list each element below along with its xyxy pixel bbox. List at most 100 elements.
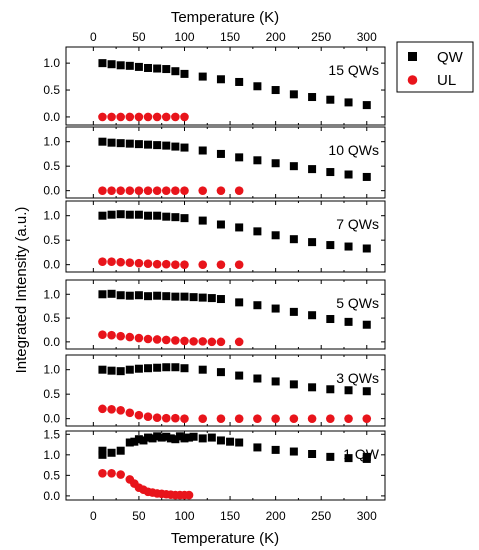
data-point-qw: [362, 320, 371, 329]
data-point-qw: [125, 61, 134, 70]
data-point-ul: [125, 112, 135, 122]
data-point-qw: [148, 434, 157, 443]
data-point-qw: [253, 156, 262, 165]
panel-frame: [65, 46, 386, 126]
data-point-qw: [171, 67, 180, 76]
y-tick-label: 0.5: [43, 387, 60, 401]
data-point-qw: [207, 294, 216, 303]
data-point-qw: [326, 95, 335, 104]
data-point-qw: [216, 149, 225, 158]
data-point-ul: [98, 112, 107, 122]
data-point-ul: [152, 259, 162, 269]
data-point-ul: [234, 260, 244, 269]
data-point-ul: [362, 414, 372, 423]
data-point-ul: [161, 112, 171, 122]
panel-label: 1 QW: [343, 446, 380, 462]
y-tick-label: 0.0: [43, 489, 60, 503]
data-point-ul: [116, 470, 125, 479]
y-tick-label: 1.0: [43, 363, 60, 377]
data-point-ul: [198, 337, 208, 346]
data-point-ul: [116, 331, 125, 341]
data-point-qw: [98, 450, 107, 459]
data-point-qw: [134, 364, 143, 373]
data-point-ul: [98, 404, 107, 414]
data-point-qw: [326, 452, 335, 461]
data-point-ul: [198, 414, 208, 423]
data-point-qw: [189, 432, 198, 441]
data-point-ul: [143, 186, 153, 195]
data-point-ul: [98, 186, 107, 195]
data-point-qw: [216, 75, 225, 84]
data-point-qw: [134, 435, 143, 444]
data-point-ul: [134, 186, 144, 195]
data-point-qw: [107, 289, 116, 298]
panel-frame: [65, 430, 386, 501]
legend-marker-qw: [408, 52, 417, 61]
data-point-qw: [271, 377, 280, 386]
data-point-qw: [216, 295, 225, 304]
bottom-x-tick-label: 50: [132, 509, 146, 523]
data-point-ul: [107, 330, 116, 340]
y-tick-label: 0.0: [43, 335, 60, 349]
data-point-qw: [271, 304, 280, 313]
data-point-ul: [234, 337, 244, 347]
data-point-qw: [235, 371, 244, 380]
y-tick-label: 1.5: [43, 427, 60, 441]
panel: 0.0 0.5 1.0 5 QWs: [43, 279, 386, 350]
bottom-x-axis: 0 50 100 150 200 250 300: [90, 509, 377, 523]
data-point-ul: [125, 332, 135, 342]
data-point-ul: [98, 330, 107, 340]
data-point-qw: [216, 436, 225, 445]
top-x-tick-label: 50: [132, 30, 146, 44]
data-point-ul: [180, 260, 189, 269]
data-point-qw: [116, 139, 125, 148]
top-x-axis: 0 50 100 150 200 250 300: [90, 30, 377, 44]
data-point-qw: [162, 292, 171, 301]
y-tick-label: 0.0: [43, 184, 60, 198]
data-point-qw: [130, 437, 139, 446]
panel: 0.0 0.5 1.0 10 QWs: [43, 126, 386, 199]
panel: 0.0 0.5 1.0 1.5 1 QW: [43, 427, 386, 503]
data-point-ul: [116, 112, 125, 122]
y-tick-label: 0.0: [43, 412, 60, 426]
bottom-x-tick-label: 150: [220, 509, 240, 523]
data-point-qw: [216, 220, 225, 229]
top-x-tick-label: 0: [90, 30, 97, 44]
data-point-qw: [139, 436, 148, 445]
data-point-qw: [125, 438, 134, 447]
data-point-ul: [234, 414, 244, 423]
data-point-qw: [171, 435, 180, 444]
data-point-qw: [153, 211, 162, 220]
data-point-qw: [171, 363, 180, 372]
data-point-ul: [134, 112, 144, 122]
bottom-x-axis-title: Temperature (K): [171, 530, 279, 547]
data-point-ul: [152, 112, 162, 122]
bottom-x-tick-label: 250: [311, 509, 331, 523]
data-point-qw: [180, 69, 189, 78]
chart-panels: 0.0 0.5 1.0 15 QWs 0.0 0.5 1.0 10 QWs 0.0 0.5 1.0 7…: [43, 46, 386, 503]
data-point-qw: [166, 434, 175, 443]
data-point-qw: [326, 168, 335, 177]
data-point-qw: [116, 446, 125, 455]
data-point-qw: [134, 210, 143, 219]
data-point-ul: [344, 414, 353, 423]
data-point-ul: [307, 414, 317, 423]
data-point-ul: [161, 259, 171, 269]
data-point-qw: [235, 298, 244, 307]
data-point-qw: [144, 292, 153, 301]
data-point-ul: [171, 112, 180, 122]
data-point-ul: [171, 413, 180, 423]
y-tick-label: 0.0: [43, 258, 60, 272]
data-point-ul: [107, 405, 116, 414]
data-point-qw: [144, 140, 153, 149]
panel-label: 15 QWs: [328, 62, 379, 78]
data-point-ul: [125, 258, 135, 267]
data-point-qw: [134, 140, 143, 149]
data-point-qw: [207, 433, 216, 442]
data-point-ul: [98, 469, 107, 478]
data-point-ul: [107, 257, 116, 267]
data-point-qw: [289, 380, 298, 389]
data-point-qw: [362, 172, 371, 181]
data-point-qw: [125, 291, 134, 300]
